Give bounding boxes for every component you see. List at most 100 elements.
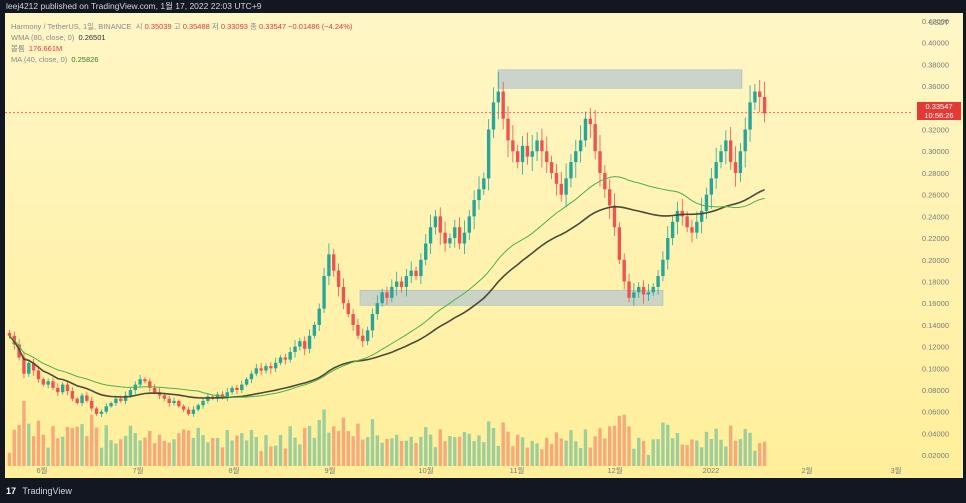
candle-body — [651, 286, 655, 293]
candle-body — [404, 276, 409, 287]
price-tick-label: 0.26000 — [922, 191, 949, 200]
candle-body — [114, 398, 118, 404]
candle-body — [598, 151, 602, 173]
candle-body — [588, 118, 593, 125]
volume-bar — [535, 443, 539, 466]
volume-bar — [94, 427, 99, 466]
volume-bar — [346, 431, 350, 466]
candle-body — [143, 379, 147, 382]
price-tick-label: 0.32000 — [922, 126, 949, 135]
candle-body — [569, 162, 573, 179]
candle-body — [762, 96, 767, 114]
candle-body — [743, 129, 747, 152]
candle-body — [293, 346, 297, 353]
volume-bar — [273, 445, 278, 466]
candle-body — [152, 387, 157, 393]
volume-bar — [714, 428, 718, 466]
volume-bar — [119, 439, 123, 466]
candle-body — [22, 357, 26, 374]
chart-legend: Harmony / TetherUS, 1일, BINANCE 시 0.35039… — [11, 21, 352, 65]
candle-body — [138, 379, 142, 385]
legend-ma-row[interactable]: MA (40, close, 0) 0.25826 — [11, 54, 352, 65]
volume-bar — [157, 434, 162, 466]
volume-bar — [385, 438, 389, 466]
candle-body — [520, 145, 525, 163]
candle-body — [322, 276, 326, 309]
time-tick-label: 12월 — [607, 465, 622, 475]
candle-body — [162, 395, 167, 399]
candle-body — [690, 227, 694, 233]
candle-body — [525, 145, 530, 157]
volume-bar — [191, 438, 196, 466]
candle-body — [375, 303, 380, 315]
candle-body — [341, 286, 346, 304]
candle-body — [336, 270, 341, 287]
volume-bar — [99, 447, 104, 466]
candle-body — [230, 387, 234, 393]
candle-body — [273, 362, 278, 369]
legend-wma-row[interactable]: WMA (80, close, 0) 0.26501 — [11, 32, 352, 43]
candle-body — [240, 384, 244, 391]
candle-body — [506, 118, 510, 141]
volume-bar — [637, 437, 641, 466]
volume-bar — [370, 419, 375, 466]
price-tick-label: 0.40000 — [922, 39, 949, 48]
tradingview-logo-icon[interactable]: 17 — [6, 486, 17, 496]
price-tick-label: 0.12000 — [922, 343, 949, 352]
volume-bar — [704, 431, 709, 466]
close-value: 0.33547 — [258, 22, 287, 31]
volume-bar — [177, 433, 181, 466]
volume-bar — [545, 437, 549, 466]
volume-bar — [56, 438, 60, 466]
volume-bar — [215, 437, 220, 466]
low-value: 0.33093 — [220, 22, 248, 31]
legend-volume-row[interactable]: 볼륨 176.661M — [11, 43, 352, 54]
volume-bar — [690, 439, 694, 466]
volume-bar — [322, 409, 326, 466]
volume-bar — [27, 423, 31, 466]
candle-body — [365, 330, 370, 342]
volume-bar — [152, 443, 157, 466]
candle-body — [564, 178, 568, 195]
volume-bar — [365, 437, 370, 466]
candle-body — [695, 221, 699, 233]
candle-body — [753, 91, 757, 103]
time-tick-label: 2022 — [703, 466, 720, 475]
candle-body — [249, 373, 254, 380]
price-tick-label: 0.28000 — [922, 169, 949, 178]
chart-area[interactable]: Harmony / TetherUS, 1일, BINANCE 시 0.35039… — [5, 13, 963, 478]
volume-bar — [719, 439, 723, 466]
candle-body — [27, 362, 31, 374]
candle-body — [453, 227, 457, 239]
candle-body — [424, 243, 428, 260]
price-tick-label: 0.10000 — [922, 364, 949, 373]
candle-body — [31, 362, 36, 371]
volume-bar — [617, 415, 622, 466]
candle-body — [312, 324, 317, 336]
volume-bar — [467, 433, 471, 466]
volume-bar — [259, 451, 263, 466]
volume-bar — [593, 436, 597, 466]
candle-body — [748, 102, 752, 130]
volume-bar — [506, 431, 510, 466]
price-tick-label: 0.02000 — [922, 451, 949, 460]
support-zone — [359, 289, 664, 306]
volume-bar — [603, 438, 607, 466]
candle-body — [670, 221, 675, 239]
volume-value: 176.661M — [28, 44, 63, 53]
volume-bar — [424, 427, 428, 466]
symbol-name[interactable]: Harmony / TetherUS, 1일, BINANCE — [11, 22, 132, 31]
ma-value: 0.25826 — [71, 55, 99, 64]
volume-bar — [743, 428, 747, 466]
candle-body — [254, 368, 258, 374]
volume-bar — [60, 436, 65, 466]
price-chart[interactable]: 0.420000.400000.380000.360000.340000.320… — [5, 13, 963, 478]
high-label: 고 — [173, 22, 181, 31]
volume-bar — [143, 437, 147, 466]
candle-body — [167, 398, 171, 404]
candle-body — [7, 332, 12, 336]
volume-bar — [399, 440, 404, 466]
brand-name[interactable]: TradingView — [22, 486, 72, 496]
volume-bar — [428, 434, 433, 466]
candle-body — [356, 324, 360, 336]
